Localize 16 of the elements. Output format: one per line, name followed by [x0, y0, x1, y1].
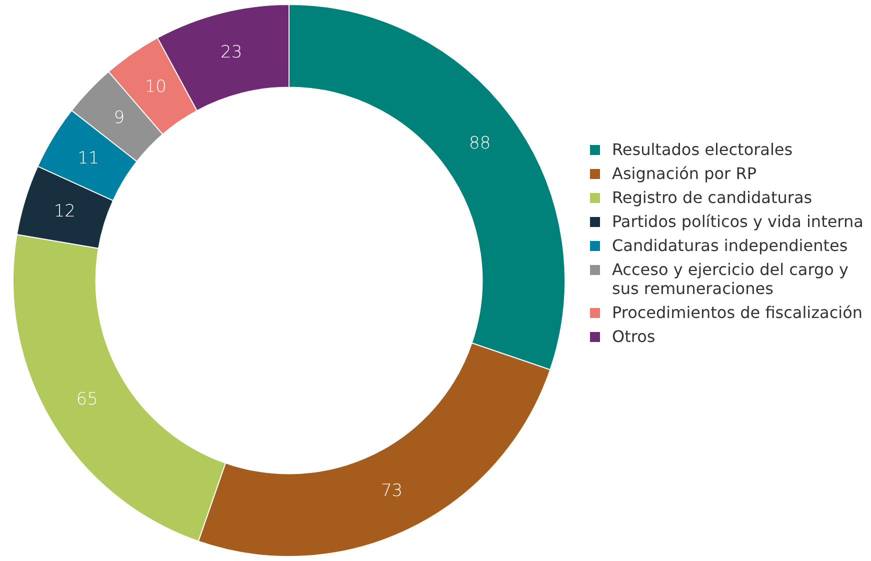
data-label: 88 [469, 133, 491, 154]
legend-label: Candidaturas independientes [612, 236, 849, 255]
legend-label: Acceso y ejercicio del cargo y sus remuneraciones [612, 260, 850, 298]
data-label: 23 [220, 42, 242, 63]
data-label: 12 [54, 201, 76, 222]
data-label: 11 [78, 148, 100, 168]
data-label: 9 [114, 108, 125, 128]
legend-label: Asignación por RP [612, 164, 758, 183]
legend-label: Procedimientos de fiscalización [612, 303, 864, 322]
data-label: 10 [144, 76, 166, 97]
legend-label: Partidos políticos y vida interna [612, 212, 864, 231]
legend-label: Resultados electorales [612, 140, 794, 159]
legend-label: Otros [612, 327, 656, 346]
legend-label: Registro de candidaturas [612, 188, 814, 207]
data-label: 65 [76, 389, 98, 410]
data-label: 73 [380, 480, 403, 501]
